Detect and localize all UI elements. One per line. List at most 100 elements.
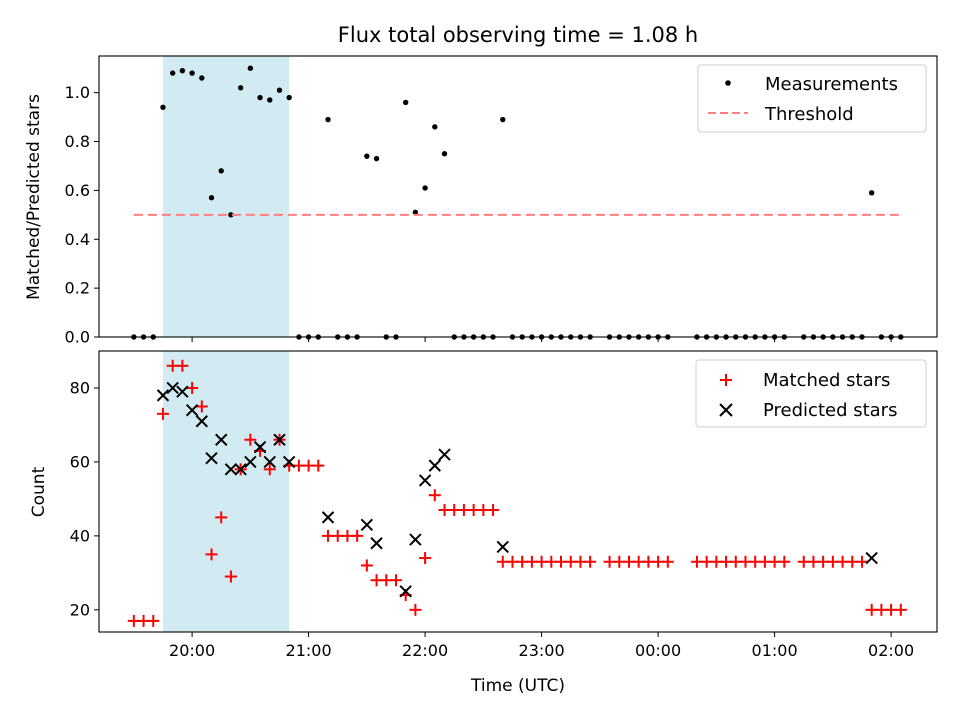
- matched-star-point: [156, 407, 169, 420]
- predicted-star-point: [321, 511, 335, 524]
- predicted-star-point: [244, 455, 257, 469]
- bottom-axes-frame: [98, 350, 938, 633]
- matched-star-point: [419, 552, 432, 565]
- bottom-plot-marks: [127, 359, 907, 627]
- predicted-star-point: [253, 440, 267, 454]
- measurement-point: [237, 85, 244, 91]
- predicted-star-point: [166, 381, 179, 395]
- top-panel: 0.0 0.2 0.4 0.6 0.8 1.0 Matched/Predicted sta…: [24, 55, 938, 347]
- predicted-star-point: [418, 474, 432, 487]
- predicted-star-point: [865, 551, 878, 565]
- bottom-legend-box: [695, 359, 927, 428]
- predicted-star-stroke: [370, 537, 383, 550]
- predicted-star-point: [399, 585, 412, 598]
- measurement-point: [441, 151, 448, 157]
- matched-star-point: [661, 555, 674, 568]
- y-tick-label: 0.8: [65, 132, 90, 151]
- x-tick-label: 01:00: [752, 641, 798, 660]
- predicted-star-point: [496, 540, 509, 554]
- predicted-star-point: [282, 455, 296, 469]
- measurement-point: [422, 185, 428, 191]
- x-tick-label: 22:00: [402, 641, 448, 660]
- x-tick-label: 21:00: [286, 641, 332, 660]
- measurement-point: [373, 155, 380, 162]
- top-legend-box: [697, 64, 927, 133]
- predicted-star-stroke: [244, 455, 257, 469]
- predicted-star-stroke: [156, 389, 170, 402]
- measurement-point: [218, 168, 224, 174]
- legend-predicted-marker: [719, 403, 733, 417]
- top-highlight-band: [162, 56, 290, 337]
- bottom-y-axis-label: Count: [29, 466, 49, 517]
- predicted-star-stroke: [253, 440, 267, 454]
- measurement-point: [179, 67, 186, 74]
- y-tick-label: 60: [70, 452, 90, 471]
- y-tick-label: 0.0: [65, 328, 90, 347]
- y-tick-label: 0.4: [65, 230, 90, 249]
- predicted-star-stroke: [418, 474, 432, 487]
- matched-star-point: [360, 559, 373, 572]
- predicted-star-point: [263, 455, 276, 469]
- y-tick-label: 80: [70, 378, 90, 397]
- predicted-star-stroke: [496, 540, 509, 554]
- matched-star-point: [351, 529, 364, 542]
- measurement-point: [276, 87, 283, 93]
- measurement-point: [247, 65, 254, 71]
- predicted-star-stroke: [205, 452, 218, 465]
- matched-star-point: [894, 603, 907, 616]
- top-axis-ticks: 0.0 0.2 0.4 0.6 0.8 1.0: [65, 83, 892, 347]
- predicted-star-stroke: [438, 448, 451, 461]
- x-axis-label: Time (UTC): [470, 676, 565, 696]
- y-tick-label: 40: [70, 526, 90, 545]
- x-tick-label: 20:00: [169, 641, 215, 660]
- legend-predicted-label: Predicted stars: [763, 400, 897, 421]
- predicted-star-point: [224, 463, 238, 476]
- predicted-star-stroke: [428, 459, 442, 472]
- measurement-point: [868, 190, 875, 196]
- bottom-legend: Matched stars Predicted stars: [695, 359, 927, 428]
- y-tick-label: 1.0: [65, 83, 90, 102]
- x-tick-label: 02:00: [868, 641, 914, 660]
- predicted-star-point: [360, 518, 374, 531]
- matched-star-point: [487, 503, 500, 516]
- measurement-point: [267, 97, 273, 103]
- predicted-star-stroke: [215, 433, 228, 446]
- matched-star-point: [389, 574, 402, 587]
- predicted-star-stroke: [195, 415, 209, 428]
- top-axes-frame: [98, 55, 938, 338]
- measurement-point: [412, 209, 419, 216]
- chart-title: Flux total observing time = 1.08 h: [338, 23, 698, 47]
- predicted-star-point: [205, 452, 218, 465]
- matched-star-point: [584, 555, 597, 568]
- measurement-point: [189, 70, 195, 76]
- y-tick-label: 0.2: [65, 279, 90, 298]
- predicted-star-point: [370, 537, 383, 550]
- predicted-star-stroke: [263, 455, 276, 469]
- predicted-star-point: [215, 433, 228, 446]
- matched-star-point: [224, 570, 237, 583]
- matched-star-point: [855, 555, 868, 568]
- legend-measurements-marker: [725, 80, 731, 86]
- predicted-star-stroke: [409, 533, 422, 546]
- x-tick-label: 23:00: [519, 641, 565, 660]
- bottom-highlight-band: [162, 351, 290, 632]
- matched-star-point: [195, 400, 208, 413]
- measurement-point: [169, 70, 176, 76]
- predicted-star-point: [176, 385, 189, 398]
- matched-star-point: [215, 511, 228, 524]
- matched-star-point: [312, 459, 325, 472]
- predicted-star-point: [234, 463, 247, 476]
- measurement-point: [325, 116, 331, 123]
- measurement-point: [160, 104, 166, 111]
- matched-star-point: [205, 548, 218, 561]
- measurement-point: [286, 94, 292, 101]
- predicted-star-point: [156, 389, 170, 402]
- bottom-axis-ticks: 20 40 60 80 20:00 21:00 22:00 23:00 00:00 01:00 02…: [70, 378, 915, 660]
- predicted-star-stroke: [185, 403, 199, 417]
- predicted-star-point: [273, 433, 286, 446]
- predicted-star-stroke: [273, 433, 286, 446]
- predicted-star-point: [409, 533, 422, 546]
- y-tick-label: 0.6: [65, 181, 90, 200]
- measurement-point: [500, 116, 506, 123]
